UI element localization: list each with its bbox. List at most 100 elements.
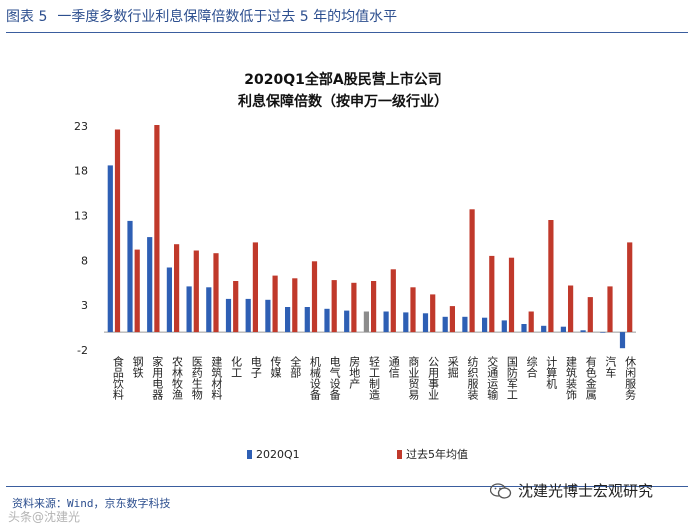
x-tick-label: 通信 [387,356,400,379]
x-tick-label: 轻工制造 [368,355,381,400]
x-tick-label: 休闲服务 [624,356,637,400]
y-tick-label: -2 [77,344,88,357]
bar-2020q1 [521,324,527,333]
x-tick-label: 农林牧渔 [171,355,184,401]
bar-5yr-average [351,282,357,333]
x-tick-label: 家用电器 [151,355,164,401]
x-tick-label: 建筑装饰 [565,355,578,400]
bar-2020q1 [166,267,172,332]
source-note: 资料来源：Wind，京东数字科技 [12,497,171,510]
bar-5yr-average [311,261,318,333]
legend-swatch-5yr-average [397,450,402,459]
bar-2020q1 [501,320,507,333]
bar-5yr-average [114,129,121,333]
chart-title: 2020Q1全部A股民营上市公司 [244,71,441,88]
x-tick-label: 电子 [249,356,262,378]
legend-label-2020q1: 2020Q1 [256,448,300,461]
y-tick-label: 23 [74,120,88,133]
bar-2020q1 [324,308,330,333]
bar-2020q1 [186,286,192,333]
figure-caption-text: 一季度多数行业利息保障倍数低于过去 5 年的均值水平 [57,9,398,25]
bar-5yr-average [568,285,574,333]
bar-5yr-average [213,253,219,333]
x-tick-label: 综合 [525,355,538,378]
watermark-secondary: 头条@沈建光 [8,510,81,524]
bar-2020q1 [600,332,606,333]
bar-2020q1 [462,316,468,332]
bar-5yr-average [410,287,416,333]
bar-2020q1 [225,298,232,333]
bar-2020q1 [127,220,133,332]
wechat-icon [489,482,512,499]
bar-5yr-average [134,249,140,333]
x-tick-label: 汽车 [604,355,617,379]
x-tick-label: 全部 [289,355,302,378]
legend-swatch-2020q1 [247,450,252,459]
legend-label-5yr-average: 过去5年均值 [406,447,468,461]
x-tick-label: 医药生物 [190,356,203,400]
bar-5yr-average [154,125,160,332]
bar-5yr-average [252,242,258,332]
bar-5yr-average [174,244,180,332]
bar-5yr-average [371,281,377,333]
watermark-text: 沈建光博士宏观研究 [518,482,654,500]
bar-2020q1 [482,317,488,332]
bar-2020q1 [285,307,291,333]
bar-2020q1 [344,310,350,333]
bar-2020q1 [107,165,113,333]
x-tick-label: 纺织服装 [466,355,479,401]
x-tick-label: 国防军工 [505,356,518,400]
x-tick-label: 机械设备 [308,355,321,401]
bar-2020q1 [265,299,271,333]
x-tick-label: 交通运输 [486,355,499,401]
bar-2020q1 [560,326,566,333]
bar-2020q1 [383,311,389,333]
y-tick-label: 13 [74,210,88,223]
bar-2020q1 [580,330,586,333]
x-tick-label: 电气设备 [328,356,341,401]
bar-5yr-average [607,286,613,333]
bar-5yr-average [587,297,593,333]
bar-2020q1 [304,307,310,333]
x-tick-label: 房地产 [348,356,361,390]
y-tick-label: 3 [81,299,88,312]
y-tick-label: 8 [81,254,88,267]
bar-5yr-average [449,306,455,333]
bar-2020q1 [245,298,251,333]
x-tick-label: 化工 [230,355,243,378]
x-tick-label: 建筑材料 [210,355,223,401]
x-tick-label: 食品饮料 [111,355,124,401]
figure-caption: 图表 5 一季度多数行业利息保障倍数低于过去 5 年的均值水平 [6,6,688,33]
x-tick-label: 商业贸易 [407,355,420,401]
bar-5yr-average [430,294,436,332]
watermark: 沈建光博士宏观研究 [489,480,654,501]
x-tick-label: 采掘 [446,356,459,379]
bar-5yr-average [233,281,239,333]
bar-5yr-average [331,280,337,333]
bar-5yr-average [528,311,534,333]
x-tick-label: 公用事业 [427,356,440,400]
bar-5yr-average [193,250,199,333]
x-tick-label: 传媒 [269,356,282,379]
bar-2020q1 [541,325,547,333]
bar-2020q1 [442,316,448,332]
x-tick-label: 有色金属 [584,355,597,401]
bar-5yr-average [627,242,633,332]
bar-5yr-average [489,255,495,333]
bar-5yr-average [390,269,396,332]
bar-5yr-average [272,275,278,333]
bar-5yr-average [548,220,554,332]
x-tick-label: 钢铁 [131,356,144,378]
bar-2020q1 [619,332,626,349]
chart-subtitle: 利息保障倍数（按申万一级行业） [238,93,448,110]
bar-5yr-average [508,257,515,333]
bar-2020q1 [363,311,369,333]
bar-2020q1 [147,237,153,333]
bar-5yr-average [469,209,475,333]
bar-2020q1 [403,312,409,333]
bar-5yr-average [292,278,298,333]
bar-2020q1 [422,313,429,333]
y-tick-label: 18 [74,165,88,178]
x-tick-label: 计算机 [545,356,558,389]
